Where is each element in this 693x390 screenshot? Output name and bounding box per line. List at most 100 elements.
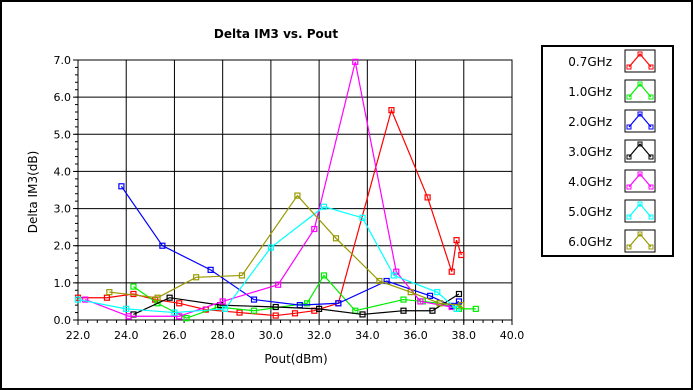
legend-marker [637, 51, 643, 57]
series-layer [74, 58, 479, 322]
legend-marker [637, 111, 643, 117]
data-point [236, 309, 243, 316]
data-point [429, 307, 436, 314]
data-point [171, 309, 178, 316]
series-3.0GHz [130, 290, 463, 318]
legend-line [628, 113, 652, 128]
data-point [250, 307, 258, 314]
data-point [193, 274, 200, 281]
data-point [320, 203, 328, 210]
data-point [221, 305, 229, 312]
data-point [316, 305, 323, 312]
data-point [376, 277, 383, 285]
legend-marker [637, 141, 643, 147]
legend-marker [626, 124, 632, 130]
legend-swatch [624, 229, 656, 253]
y-tick-label: 4.0 [54, 165, 72, 178]
series-line [77, 206, 457, 314]
legend-swatch [624, 49, 656, 73]
legend-swatch [624, 139, 656, 163]
data-point [332, 235, 340, 242]
data-point [267, 244, 274, 251]
x-tick-label: 22.0 [66, 329, 91, 342]
data-point [272, 312, 279, 319]
data-point [453, 305, 460, 312]
data-point [311, 225, 318, 233]
x-tick-label: 30.0 [259, 329, 284, 342]
data-point [400, 296, 407, 303]
legend-label: 3.0GHz [568, 145, 612, 159]
grid [77, 59, 513, 321]
x-axis-label: Pout(dBm) [264, 352, 327, 366]
y-axis-label: Delta IM3(dB) [26, 151, 40, 234]
legend-label: 4.0GHz [568, 175, 612, 189]
legend-line [628, 53, 652, 68]
legend-label: 5.0GHz [568, 205, 612, 219]
legend: 0.7GHz 1.0GHz 2.0GHz 3.0GHz 4.0GHz 5.0GHz 6.0G… [541, 45, 674, 257]
x-tick-label: 40.0 [500, 329, 525, 342]
data-point [238, 272, 246, 279]
legend-marker [648, 214, 654, 220]
series-4.0GHz [82, 58, 455, 320]
data-point [125, 313, 132, 320]
data-point [352, 58, 359, 65]
legend-swatch [624, 109, 656, 133]
y-tick-label: 5.0 [54, 128, 72, 141]
legend-label: 0.7GHz [568, 55, 612, 69]
data-point [455, 290, 463, 298]
legend-swatch [624, 199, 656, 223]
legend-marker [626, 94, 632, 100]
data-point [82, 296, 89, 303]
series-line [85, 61, 452, 317]
data-point [154, 294, 161, 301]
series-line [133, 293, 460, 316]
data-point [434, 289, 441, 296]
legend-marker [626, 154, 632, 160]
legend-swatch [624, 79, 656, 103]
y-tick-label: 1.0 [54, 277, 72, 290]
y-tick-label: 3.0 [54, 203, 72, 216]
data-point [426, 292, 434, 299]
data-point [359, 214, 366, 221]
data-point [207, 266, 214, 273]
data-point [272, 303, 279, 311]
series-5.0GHz [74, 203, 460, 316]
data-point [320, 272, 328, 279]
legend-line [628, 83, 652, 98]
axis-ticks: 22.0 24.0 26.0 28.0 30.0 32.0 34.0 36.0 38.0 40.0… [54, 54, 525, 342]
data-point [291, 310, 299, 317]
legend-marker [648, 184, 654, 190]
data-point [176, 313, 183, 320]
data-point [359, 311, 366, 318]
data-point [159, 242, 166, 249]
data-point [123, 305, 130, 312]
data-point [74, 296, 82, 303]
data-point [400, 307, 407, 314]
data-point [407, 289, 414, 296]
data-point [183, 315, 190, 322]
data-point [417, 298, 424, 305]
y-tick-label: 7.0 [54, 54, 72, 67]
data-point [453, 237, 460, 244]
data-point [303, 300, 311, 307]
x-tick-label: 28.0 [210, 329, 235, 342]
legend-marker [648, 244, 654, 250]
data-point [294, 192, 301, 199]
series-1.0GHz [130, 272, 479, 322]
legend-swatch [624, 169, 656, 193]
y-tick-label: 6.0 [54, 91, 72, 104]
data-point [448, 268, 455, 275]
legend-line [628, 143, 652, 158]
chart-title: Delta IM3 vs. Pout [214, 27, 338, 41]
data-point [335, 300, 342, 307]
data-point [176, 300, 183, 307]
data-point [250, 296, 258, 303]
data-point [106, 289, 113, 296]
legend-marker [626, 214, 632, 220]
data-point [388, 107, 395, 114]
series-6.0GHz [106, 192, 465, 309]
x-tick-label: 36.0 [403, 329, 428, 342]
data-point [390, 272, 397, 279]
legend-marker [648, 154, 654, 160]
